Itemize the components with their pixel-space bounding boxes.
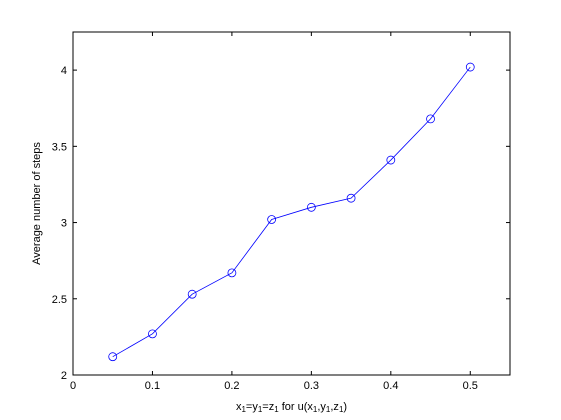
plot-area [72,31,511,376]
y-axis-label: Average number of steps [31,142,43,265]
x-tick-label: 0.2 [224,380,239,392]
y-tick-label: 4 [61,65,67,77]
data-point [465,62,475,72]
x-tick-label: 0.4 [383,380,398,392]
data-point [267,215,277,224]
y-tick-label: 3 [61,218,67,230]
x-tick-label: 0 [70,380,76,392]
y-tick-label: 2.5 [52,294,67,306]
data-point [227,268,237,278]
data-point [148,329,157,339]
data-point [346,193,356,203]
series-layer [108,62,475,362]
x-axis: 0 0.1 0.2 0.3 0.4 0.5 [70,32,478,392]
x-axis-label: x1=y1=z1 for u(x1,y1,z1) [236,401,347,414]
y-axis: 2 2.5 3 3.5 4 [52,65,510,382]
data-point [426,114,435,124]
data-point [108,352,118,362]
y-tick-label: 3.5 [52,141,67,153]
data-point [187,289,197,299]
series-line [112,66,471,358]
y-tick-label: 2 [61,370,67,382]
x-tick-label: 0.3 [304,380,319,392]
data-point [306,202,316,212]
x-tick-label: 0.5 [463,380,478,392]
data-point [386,155,396,165]
x-tick-label: 0.1 [145,380,160,392]
